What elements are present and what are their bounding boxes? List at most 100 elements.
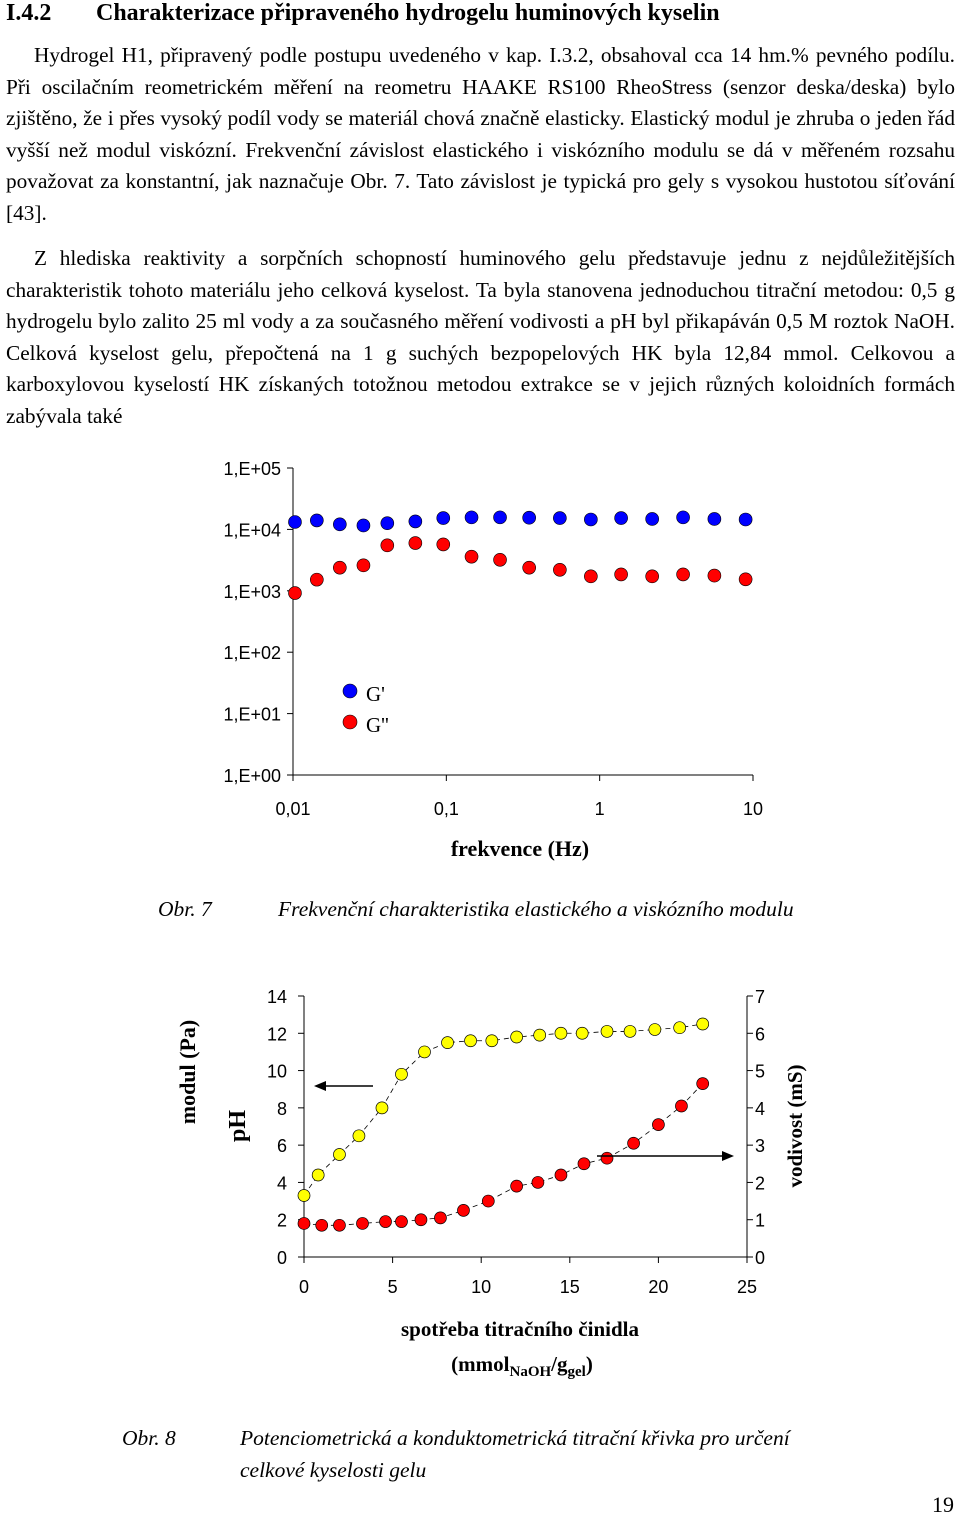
ph-point bbox=[418, 1045, 431, 1059]
conductivity-point bbox=[531, 1176, 545, 1189]
figure-7-caption: Frekvenční charakteristika elastického a… bbox=[278, 897, 794, 921]
section-heading: I.4.2 Charakterizace připraveného hydroge… bbox=[6, 0, 720, 27]
ph-point bbox=[297, 1189, 311, 1202]
legend: G' G'' bbox=[342, 682, 389, 737]
x-tick-label: 25 bbox=[737, 1277, 757, 1297]
g-double-prime-point bbox=[288, 586, 302, 600]
figure-8-label: Obr. 8 bbox=[122, 1426, 176, 1450]
g-double-prime-point bbox=[408, 536, 423, 550]
g-prime-point bbox=[707, 512, 722, 526]
g-double-prime-point bbox=[493, 552, 507, 567]
x-tick-label: 0,1 bbox=[434, 799, 459, 819]
conductivity-point bbox=[696, 1077, 710, 1090]
ph-point bbox=[554, 1026, 568, 1040]
y-axis-label-left: pH bbox=[225, 1110, 251, 1142]
section-title: Charakterizace připraveného hydrogelu hu… bbox=[96, 0, 720, 26]
arrow-to-right-axis bbox=[597, 1151, 734, 1161]
legend-marker-g-double-prime bbox=[342, 714, 358, 730]
g-double-prime-point bbox=[707, 568, 722, 583]
left-y-tick-label: 4 bbox=[277, 1173, 287, 1193]
right-y-tick-label: 2 bbox=[755, 1173, 765, 1193]
legend-label-g-double-prime: G'' bbox=[366, 713, 389, 737]
paragraph-2: Z hlediska reaktivity a sorpčních schopn… bbox=[6, 246, 955, 428]
g-prime-point bbox=[333, 517, 347, 532]
y-tick-label: 1,E+04 bbox=[223, 520, 281, 540]
x-tick-label: 20 bbox=[648, 1277, 668, 1297]
ph-point bbox=[673, 1021, 687, 1035]
g-double-prime-point bbox=[584, 569, 598, 584]
ph-point bbox=[510, 1030, 523, 1044]
chart-modulus-frequency: 1,E+00 1,E+01 1,E+02 1,E+03 1,E+04 1,E+05 0,01… bbox=[175, 459, 763, 1124]
g-prime-point bbox=[436, 511, 451, 525]
right-y-tick-label: 7 bbox=[755, 987, 765, 1007]
conductivity-point bbox=[414, 1213, 428, 1227]
ph-point bbox=[623, 1025, 637, 1038]
g-double-prime-point bbox=[310, 572, 324, 587]
g-prime-point bbox=[614, 511, 628, 525]
conductivity-point bbox=[315, 1218, 329, 1232]
left-y-tick-label: 12 bbox=[267, 1024, 287, 1044]
legend-label-g-prime: G' bbox=[366, 682, 385, 706]
y-axis-label: modul (Pa) bbox=[175, 1020, 200, 1125]
right-y-tick-label: 5 bbox=[755, 1062, 765, 1082]
x-tick-label: 5 bbox=[388, 1277, 398, 1297]
right-y-tick-label: 3 bbox=[755, 1136, 765, 1156]
conductivity-point bbox=[457, 1204, 470, 1217]
x-tick-label: 10 bbox=[743, 799, 763, 819]
ph-point bbox=[648, 1023, 662, 1036]
ph-point bbox=[395, 1067, 408, 1081]
y-axis-label-right: vodivost (mS) bbox=[783, 1064, 807, 1187]
conductivity-point bbox=[395, 1215, 408, 1228]
ph-curve-line bbox=[303, 1023, 703, 1196]
x-axis-label-line1: spotřeba titračního činidla bbox=[401, 1317, 640, 1341]
section-number: I.4.2 bbox=[6, 0, 52, 26]
x-tick-label: 0 bbox=[299, 1277, 309, 1297]
y-tick-label: 1,E+02 bbox=[223, 643, 281, 663]
conductivity-point bbox=[356, 1217, 369, 1230]
g-prime-point bbox=[676, 510, 690, 525]
g-prime-point bbox=[493, 510, 507, 525]
conductivity-point bbox=[333, 1218, 346, 1232]
left-y-tick-label: 6 bbox=[277, 1136, 287, 1156]
y-tick-label: 1,E+05 bbox=[223, 459, 281, 479]
g-prime-point bbox=[310, 513, 324, 528]
g-prime-point bbox=[522, 510, 536, 525]
conductivity-point bbox=[627, 1136, 640, 1150]
g-prime-point bbox=[584, 512, 598, 527]
ph-point bbox=[375, 1101, 389, 1115]
x-tick-label: 0,01 bbox=[275, 799, 310, 819]
right-y-tick-label: 0 bbox=[755, 1248, 765, 1268]
ph-point bbox=[533, 1028, 547, 1042]
g-prime-point bbox=[464, 510, 479, 525]
conductivity-point bbox=[379, 1215, 392, 1228]
g-prime-point bbox=[288, 515, 302, 529]
g-double-prime-point bbox=[380, 538, 395, 553]
ph-point bbox=[464, 1034, 477, 1048]
ph-point bbox=[352, 1129, 366, 1143]
ph-point bbox=[441, 1036, 454, 1049]
figure-8-caption: Potenciometrická a konduktometrická titr… bbox=[240, 1426, 790, 1482]
y-tick-label: 1,E+00 bbox=[223, 766, 281, 786]
conductivity-point bbox=[554, 1168, 568, 1182]
left-y-tick-label: 14 bbox=[267, 987, 287, 1007]
g-prime-point bbox=[645, 512, 659, 526]
g-double-prime-point bbox=[436, 537, 451, 552]
paragraph-1: Hydrogel H1, připravený podle postupu uv… bbox=[6, 43, 955, 225]
g-double-prime-point bbox=[553, 562, 567, 577]
x-tick-label: 1 bbox=[595, 799, 605, 819]
y-tick-label: 1,E+03 bbox=[223, 582, 281, 602]
arrow-to-left-axis bbox=[314, 1081, 373, 1091]
x-axis-label-line2: (mmolNaOH/ggel) bbox=[451, 1352, 593, 1380]
conductivity-point bbox=[675, 1099, 688, 1113]
g-prime-point bbox=[408, 514, 423, 529]
g-prime-point bbox=[356, 518, 371, 533]
ph-point bbox=[575, 1026, 589, 1040]
g-double-prime-point bbox=[464, 549, 479, 564]
ph-point bbox=[333, 1148, 346, 1161]
g-double-prime-point bbox=[522, 560, 536, 575]
g-prime-point bbox=[553, 511, 567, 525]
plot-area: 1,E+00 1,E+01 1,E+02 1,E+03 1,E+04 1,E+05 0,01… bbox=[223, 459, 763, 819]
figure-7-label: Obr. 7 bbox=[158, 897, 212, 921]
